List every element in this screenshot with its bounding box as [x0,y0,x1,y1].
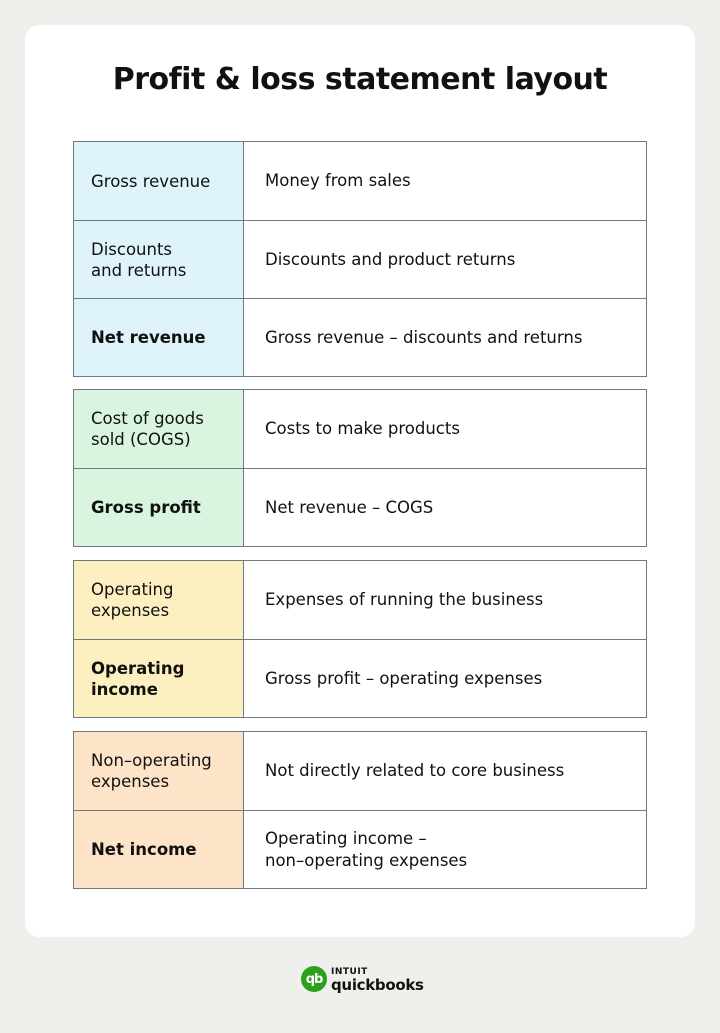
quickbooks-logo: qb INTUIT quickbooks [301,966,424,994]
row-description: Gross profit – operating expenses [244,640,646,717]
row-label: Discounts and returns [74,221,244,298]
quickbooks-logo-icon: qb [301,966,327,992]
statement-row: Gross profit Net revenue – COGS [74,468,646,546]
row-label: Net revenue [74,299,244,376]
statement-row: Cost of goods sold (COGS) Costs to make p… [74,390,646,468]
statement-row: Non–operating expenses Not directly relat… [74,732,646,810]
statement-row: Gross revenue Money from sales [74,142,646,220]
row-label: Gross revenue [74,142,244,220]
statement-section: Cost of goods sold (COGS) Costs to make p… [73,389,647,547]
row-description: Gross revenue – discounts and returns [244,299,646,376]
statement-section: Gross revenue Money from sales Discounts a… [73,141,647,377]
row-description: Operating income – non–operating expense… [244,811,646,888]
row-description: Money from sales [244,142,646,220]
statement-row: Operating income Gross profit – operating… [74,639,646,717]
logo-quickbooks-text: quickbooks [331,976,424,994]
statement-section: Non–operating expenses Not directly relat… [73,731,647,889]
row-label: Non–operating expenses [74,732,244,810]
row-label: Operating income [74,640,244,717]
row-label: Net income [74,811,244,888]
row-label: Gross profit [74,469,244,546]
statement-row: Net income Operating income – non–operati… [74,810,646,888]
statement-section: Operating expenses Expenses of running th… [73,560,647,718]
statement-row: Operating expenses Expenses of running th… [74,561,646,639]
row-description: Net revenue – COGS [244,469,646,546]
row-label: Cost of goods sold (COGS) [74,390,244,468]
row-description: Not directly related to core business [244,732,646,810]
logo-intuit-text: INTUIT [331,967,368,977]
row-label: Operating expenses [74,561,244,639]
page-title: Profit & loss statement layout [112,62,608,97]
row-description: Expenses of running the business [244,561,646,639]
row-description: Costs to make products [244,390,646,468]
statement-row: Net revenue Gross revenue – discounts and… [74,298,646,376]
statement-row: Discounts and returns Discounts and produ… [74,220,646,298]
row-description: Discounts and product returns [244,221,646,298]
